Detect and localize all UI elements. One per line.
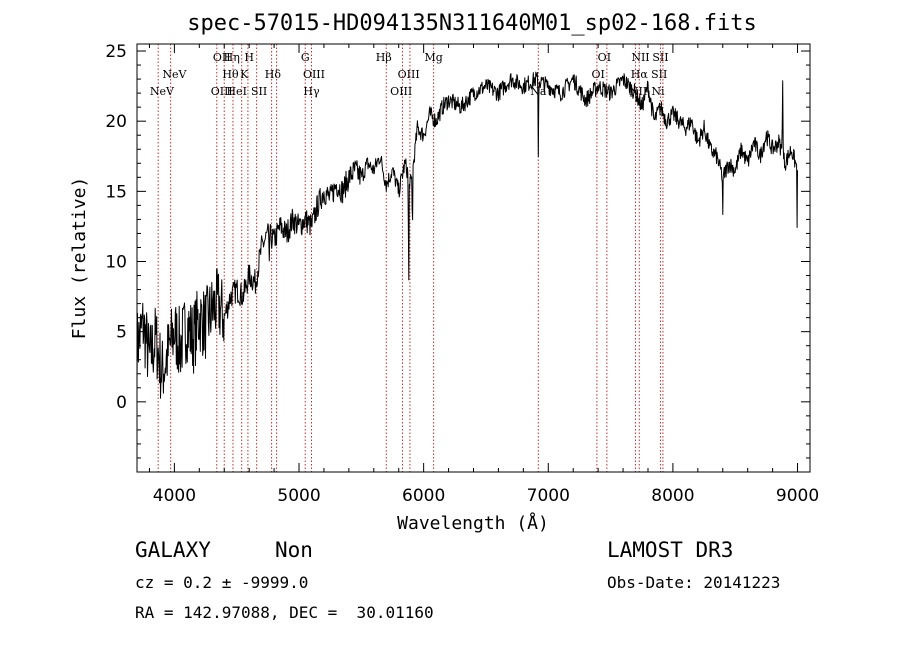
line-label-11: G	[301, 51, 310, 64]
y-tick-label-25: 25	[105, 42, 127, 62]
line-label-0: NeV	[150, 85, 175, 98]
line-label-3: Hη	[224, 51, 240, 64]
y-axis-label: Flux (relative)	[69, 177, 90, 340]
line-label-4: H	[244, 51, 254, 64]
observation-date: Obs-Date: 20141223	[607, 573, 781, 592]
x-axis-label: Wavelength (Å)	[397, 512, 549, 534]
line-label-17: OIII	[390, 85, 412, 98]
y-tick-label-5: 5	[116, 323, 127, 343]
line-label-12: OIII	[303, 68, 325, 81]
plot-frame	[136, 43, 811, 473]
line-label-10: SII	[251, 85, 267, 98]
x-axis-ticks: 4000 5000 6000 7000 8000 9000	[148, 44, 819, 506]
line-label-9: HeI	[226, 85, 246, 98]
redshift-line: cz = 0.2 ± -9999.0	[135, 573, 309, 592]
x-tick-label-6000: 6000	[402, 486, 445, 506]
x-tick-label-9000: 9000	[776, 486, 819, 506]
line-label-24: SII	[651, 68, 667, 81]
x-tick-label-5000: 5000	[277, 486, 320, 506]
y-tick-label-15: 15	[105, 182, 127, 202]
y-tick-label-10: 10	[105, 253, 127, 273]
y-tick-label-0: 0	[116, 393, 127, 413]
coordinates-line: RA = 142.97088, DEC = 30.01160	[135, 603, 434, 622]
line-label-19: OI	[598, 51, 611, 64]
line-label-26: Ni	[651, 85, 665, 98]
chart-title: spec-57015-HD094135N311640M01_sp02-168.f…	[187, 11, 757, 36]
line-label-15: Mg	[424, 51, 442, 64]
survey-name: LAMOST DR3	[607, 538, 734, 562]
line-label-21: SII	[652, 51, 668, 64]
object-class: GALAXY	[135, 538, 211, 562]
line-label-1: NeV	[162, 68, 187, 81]
y-axis-ticks: 0 5 10 15 20 25	[105, 42, 810, 459]
line-label-7: Hδ	[265, 68, 282, 81]
line-label-6: K	[240, 68, 249, 81]
line-label-13: Hγ	[303, 85, 320, 98]
line-label-16: OIII	[398, 68, 420, 81]
x-tick-label-8000: 8000	[651, 486, 694, 506]
line-label-20: NII	[631, 51, 649, 64]
flux-line	[136, 71, 798, 399]
line-label-2: OII	[213, 51, 231, 64]
x-tick-label-4000: 4000	[153, 486, 196, 506]
line-label-14: Hβ	[376, 51, 392, 64]
flux-series	[136, 71, 798, 399]
line-label-5: Hθ	[222, 68, 239, 81]
emission-line-markers	[157, 44, 664, 472]
y-tick-label-20: 20	[105, 112, 127, 132]
line-label-22: OI	[591, 68, 604, 81]
object-subclass: Non	[275, 538, 313, 562]
line-label-8: OIII	[211, 85, 233, 98]
x-tick-label-7000: 7000	[527, 486, 570, 506]
line-label-23: Hα	[631, 68, 649, 81]
